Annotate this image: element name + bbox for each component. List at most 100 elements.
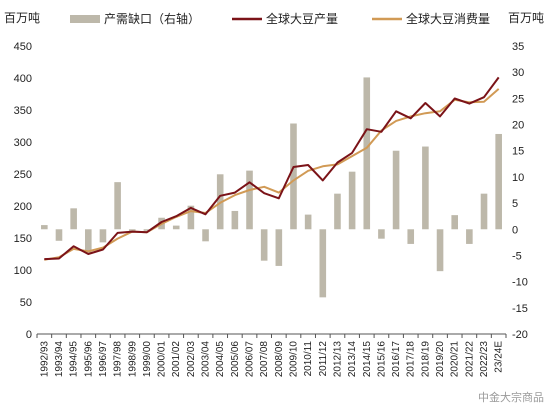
right-tick-label: 10 bbox=[512, 172, 524, 184]
x-tick-label: 1997/98 bbox=[113, 341, 124, 378]
right-tick-label: 5 bbox=[512, 198, 518, 210]
x-tick-label: 2017/18 bbox=[406, 341, 417, 378]
gap-bar bbox=[363, 77, 371, 230]
x-tick-label: 23/24E bbox=[494, 341, 505, 373]
left-tick-label: 100 bbox=[14, 265, 32, 277]
x-tick-label: 2001/02 bbox=[171, 341, 182, 378]
gap-bar bbox=[231, 210, 239, 230]
x-tick-label: 2002/03 bbox=[186, 341, 197, 378]
x-tick-label: 2013/14 bbox=[347, 341, 358, 378]
gap-bar bbox=[172, 225, 180, 230]
x-tick-label: 2003/04 bbox=[201, 341, 212, 378]
x-tick-label: 2009/10 bbox=[288, 341, 299, 378]
gap-bar bbox=[392, 150, 400, 230]
consumption-line bbox=[44, 88, 500, 261]
right-tick-label: 25 bbox=[512, 93, 524, 105]
x-tick-label: 2015/16 bbox=[376, 341, 387, 378]
x-tick-label: 2016/17 bbox=[391, 341, 402, 378]
left-tick-label: 200 bbox=[14, 201, 32, 213]
left-tick-label: 300 bbox=[14, 137, 32, 149]
right-tick-label: -5 bbox=[512, 250, 522, 262]
gap-bar bbox=[451, 215, 459, 230]
x-tick-label: 2011/12 bbox=[318, 341, 329, 377]
left-tick-label: 0 bbox=[26, 329, 32, 341]
gap-bar bbox=[378, 229, 385, 239]
gap-bar bbox=[334, 193, 341, 230]
right-y-axis: -20 -15 -10 -5 0 5 10 15 20 25 30 35 bbox=[512, 41, 528, 341]
legend: 产需缺口（右轴） 全球大豆产量 全球大豆消费量 bbox=[70, 11, 490, 26]
production-line bbox=[44, 76, 500, 261]
legend-label: 全球大豆消费量 bbox=[406, 11, 490, 26]
gap-bar bbox=[407, 229, 415, 244]
left-y-axis: 0 50 100 150 200 250 300 350 400 450 bbox=[14, 41, 32, 341]
right-tick-label: -15 bbox=[512, 303, 528, 315]
x-tick-label: 2005/06 bbox=[230, 341, 241, 378]
gap-bar bbox=[290, 123, 297, 230]
gap-bar bbox=[275, 229, 283, 266]
x-tick-label: 2008/09 bbox=[274, 341, 285, 378]
gap-bar bbox=[187, 205, 195, 230]
gap-bar bbox=[304, 214, 312, 230]
x-tick-label: 1992/93 bbox=[39, 341, 50, 378]
left-tick-label: 50 bbox=[20, 297, 32, 309]
x-tick-label: 1996/97 bbox=[98, 341, 109, 378]
left-tick-label: 350 bbox=[14, 105, 32, 117]
x-tick-label: 2000/01 bbox=[157, 341, 168, 378]
gap-bar bbox=[495, 133, 502, 230]
x-tick-label: 2021/22 bbox=[464, 341, 475, 378]
left-axis-unit-label: 百万吨 bbox=[4, 11, 40, 25]
legend-label: 全球大豆产量 bbox=[266, 11, 338, 26]
right-tick-label: 0 bbox=[512, 224, 518, 236]
x-tick-label: 1993/94 bbox=[54, 341, 65, 378]
gap-bar bbox=[70, 208, 77, 230]
gap-bar bbox=[260, 229, 268, 261]
gap-bar bbox=[436, 229, 444, 272]
x-tick-label: 2014/15 bbox=[362, 341, 373, 378]
axis-unit-labels: 百万吨 百万吨 bbox=[4, 11, 544, 25]
left-tick-label: 250 bbox=[14, 169, 32, 181]
right-tick-label: -10 bbox=[512, 277, 528, 289]
legend-swatch-gap bbox=[70, 15, 100, 23]
right-tick-label: 15 bbox=[512, 146, 524, 158]
left-tick-label: 150 bbox=[14, 233, 32, 245]
gap-bar bbox=[422, 146, 429, 230]
gap-bar bbox=[202, 229, 209, 242]
gap-bar bbox=[319, 229, 327, 298]
gap-bar bbox=[99, 229, 107, 243]
x-tick-label: 1994/95 bbox=[69, 341, 80, 378]
legend-label: 产需缺口（右轴） bbox=[104, 11, 200, 26]
right-axis-unit-label: 百万吨 bbox=[508, 11, 544, 25]
left-tick-label: 400 bbox=[14, 73, 32, 85]
x-tick-label: 1999/00 bbox=[142, 341, 153, 378]
x-tick-label: 2022/23 bbox=[479, 341, 490, 378]
x-tick-label: 1998/99 bbox=[127, 341, 138, 378]
x-axis: 1992/93 1993/94 1994/95 1995/96 1996/97 1997/… bbox=[36, 333, 507, 378]
gap-bar bbox=[348, 171, 356, 230]
gap-bar bbox=[143, 229, 151, 231]
x-tick-label: 2004/05 bbox=[215, 341, 226, 378]
x-tick-label: 2010/11 bbox=[303, 341, 314, 377]
gap-bar bbox=[114, 182, 121, 230]
gap-bar bbox=[41, 225, 48, 230]
x-tick-label: 2007/08 bbox=[259, 341, 270, 378]
watermark-text: 中金大宗商品 bbox=[478, 390, 544, 404]
bar-series-gap bbox=[41, 77, 502, 298]
x-tick-label: 1995/96 bbox=[83, 341, 94, 378]
gap-bar bbox=[246, 170, 253, 230]
right-tick-label: 20 bbox=[512, 120, 524, 132]
x-tick-label: 2006/07 bbox=[245, 341, 256, 378]
right-tick-label: 30 bbox=[512, 67, 524, 79]
x-tick-label: 2019/20 bbox=[435, 341, 446, 378]
x-tick-label: 2012/13 bbox=[332, 341, 343, 378]
x-tick-label: 2020/21 bbox=[450, 341, 461, 378]
gap-bar bbox=[466, 229, 473, 244]
gap-bar bbox=[55, 229, 63, 241]
gap-bar bbox=[84, 229, 92, 253]
x-tick-label: 2018/19 bbox=[420, 341, 431, 378]
left-tick-label: 450 bbox=[14, 41, 32, 53]
gap-bar bbox=[480, 193, 488, 230]
line-series bbox=[44, 76, 500, 261]
right-tick-label: -20 bbox=[512, 329, 528, 341]
gap-bar bbox=[128, 229, 136, 232]
